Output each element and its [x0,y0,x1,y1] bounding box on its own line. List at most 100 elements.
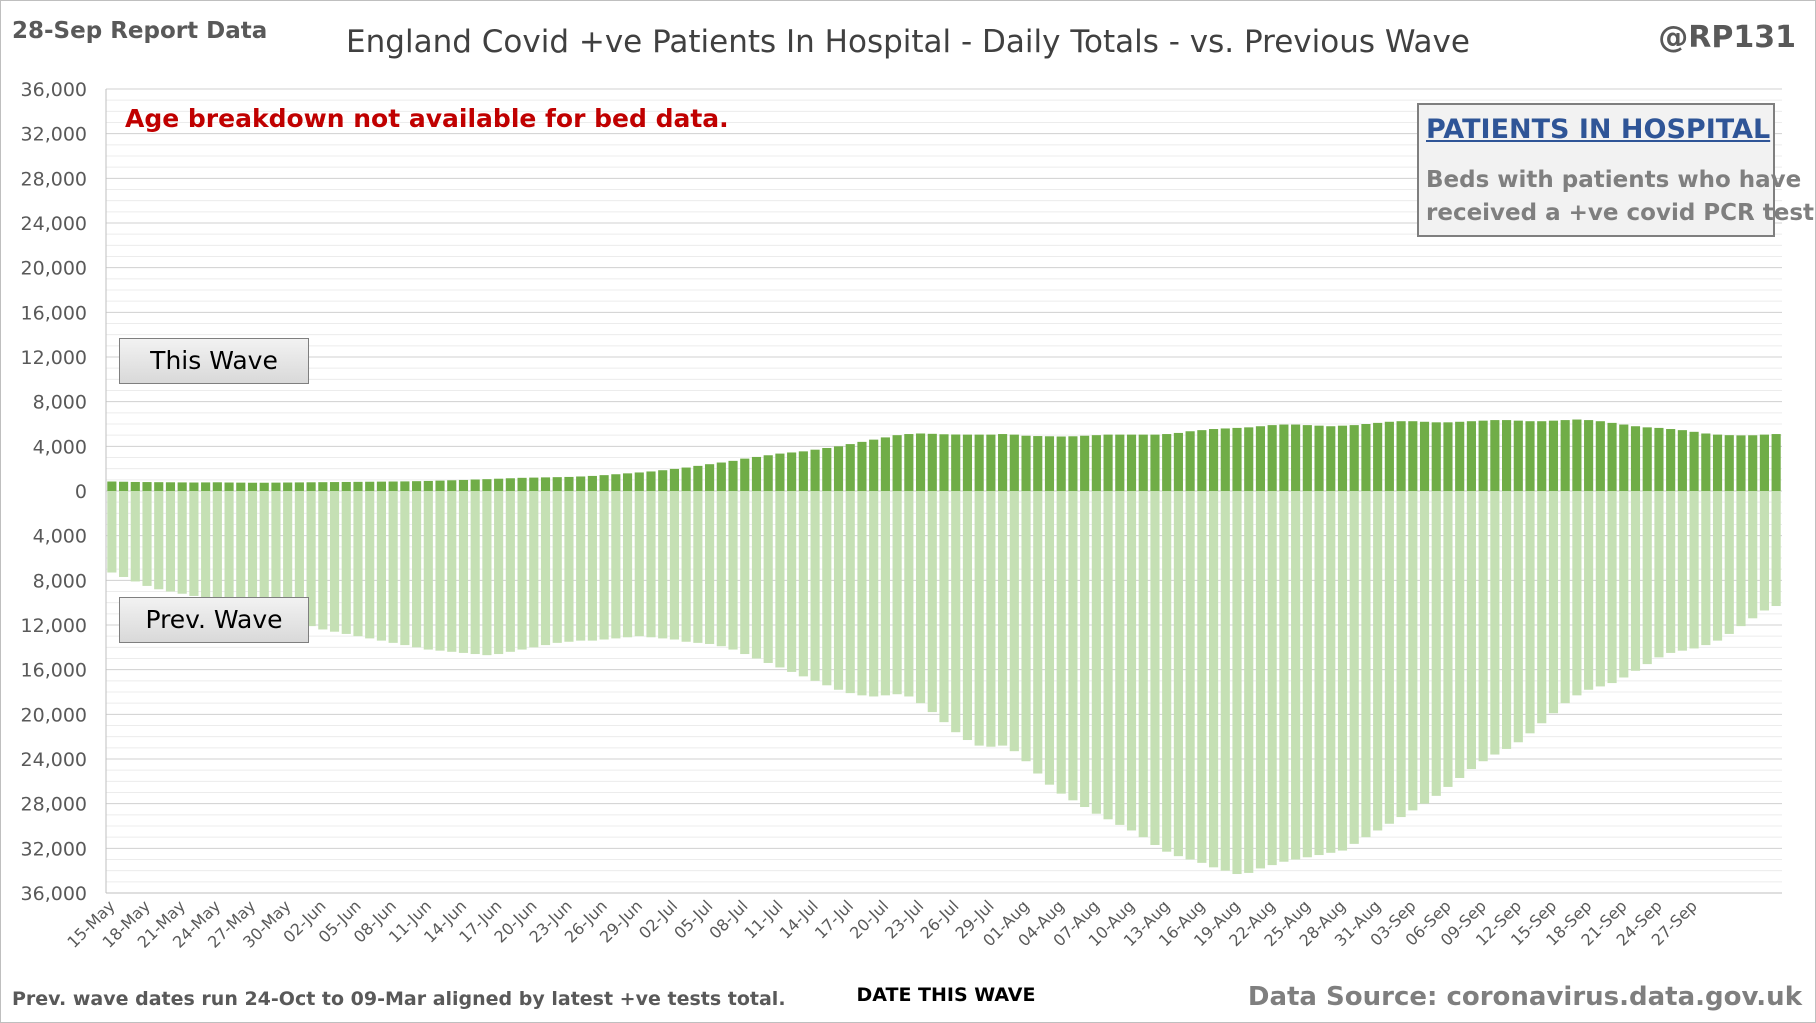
prev-wave-bar [857,491,867,696]
prev-wave-bar [1267,491,1277,866]
prev-wave-bar [1724,491,1734,634]
this-wave-bar [458,479,469,491]
prev-wave-bar [1560,491,1570,704]
this-wave-bar [1419,421,1430,491]
this-wave-bar [845,444,855,491]
this-wave-bar [142,482,152,491]
this-wave-bar [1396,421,1406,491]
prev-wave-bar [833,491,844,690]
prev-wave-bar [904,491,914,697]
this-wave-bar [1607,422,1617,491]
y-tick-label: 16,000 [21,302,87,324]
this-wave-bar [177,482,187,491]
y-tick-label: 0 [75,481,87,503]
prev-wave-bar [1162,491,1172,852]
prev-wave-bar [1291,491,1301,860]
info-box-line2: received a +ve covid PCR test. [1426,200,1816,226]
prev-wave-bar [1419,491,1430,804]
this-wave-bar [1455,421,1465,491]
this-wave-bar [1689,431,1699,491]
this-wave-bar [927,433,937,491]
prev-wave-bar [1607,491,1617,684]
this-wave-bar [587,475,597,491]
this-wave-bar [1502,420,1512,491]
prev-wave-bar [751,491,762,659]
this-wave-bar [306,482,316,491]
this-wave-bar [857,441,867,491]
prev-wave-bar [1572,491,1582,696]
prev-wave-bar [1361,491,1371,838]
this-wave-bar [1009,434,1019,491]
this-wave-bar [763,455,773,491]
prev-wave-bar [470,491,480,655]
this-wave-bar [599,475,609,491]
prev-wave-bar [622,491,633,638]
y-tick-label: 12,000 [21,615,87,637]
prev-wave-bar [458,491,469,653]
author-handle: @RP131 [1658,20,1796,55]
prev-wave-bar [775,491,785,668]
prev-wave-bar [400,491,410,646]
prev-wave-bar [1525,491,1535,734]
this-wave-bar [1255,426,1266,491]
this-wave-bar [658,470,668,491]
this-wave-bar [353,481,363,491]
prev-wave-bar [1689,491,1699,649]
prev-wave-bar [423,491,433,650]
prev-wave-bar [810,491,820,681]
prev-wave-bar [271,491,281,617]
this-wave-bar [1056,436,1066,491]
prev-wave-bar [1759,491,1769,611]
this-wave-bar [1173,432,1183,491]
this-wave-bar [447,480,457,491]
y-tick-label: 16,000 [21,660,87,682]
prev-wave-bar [1126,491,1137,831]
this-wave-bar [998,434,1008,491]
prev-wave-bar [435,491,445,651]
x-tick-label: 05-Jul [670,896,716,942]
prev-wave-bar [939,491,949,723]
prev-wave-bar [658,491,668,639]
this-wave-bar [1560,420,1570,491]
this-wave-bar [1771,434,1781,491]
prev-wave-bar [1044,491,1055,785]
info-box-line1: Beds with patients who have [1426,167,1802,193]
this-wave-bar [1677,430,1687,491]
prev-wave-bar [482,491,492,656]
this-wave-bar [1244,427,1254,491]
prev-wave-bar [880,491,890,696]
this-wave-bar [529,477,539,491]
prev-wave-bar [189,491,199,596]
this-wave-bar [130,481,140,491]
prev-wave-bar [1513,491,1523,743]
y-tick-label: 20,000 [21,258,87,280]
this-wave-bar [646,471,656,491]
this-wave-bar [1736,435,1746,491]
axes [105,89,1782,894]
this-wave-bar [247,482,258,491]
prev-wave-bar [1771,491,1781,607]
this-wave-bar [880,437,890,491]
this-wave-bar [1384,421,1394,491]
prev-wave-bar [974,491,984,746]
this-wave-bar [951,434,961,491]
this-wave-bar [904,434,914,491]
prev-wave-bar [716,491,726,647]
x-tick-label: 26-Jul [916,896,962,942]
this-wave-bar [1197,430,1207,491]
prev-wave-bar [705,491,715,644]
prev-wave-bar [822,491,832,686]
this-wave-bar [1326,426,1336,491]
this-wave-bar [1490,420,1500,491]
prev-wave-bar [599,491,609,640]
report-date: 28-Sep Report Data [12,18,268,44]
prev-wave-bar [1373,491,1383,831]
y-tick-label: 8,000 [33,570,87,592]
prev-wave-bar [130,491,140,582]
prev-wave-bar [1701,491,1711,646]
prev-wave-bar [353,491,363,637]
this-wave-bar [376,481,386,491]
prev-wave-bar [341,491,351,634]
prev-wave-bar [1642,491,1652,665]
prev-wave-bar [1033,491,1043,774]
